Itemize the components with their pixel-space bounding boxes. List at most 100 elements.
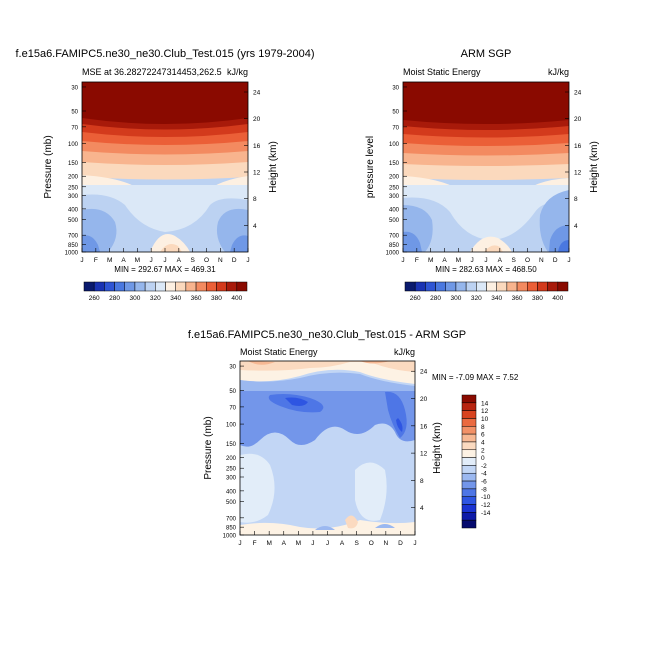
colorbar-box [461, 441, 477, 451]
panel2-right-subtitle: kJ/kg [548, 67, 569, 77]
x-tick-label: F [94, 257, 98, 264]
x-tick-label: J [80, 257, 83, 264]
y-tick-label: 400 [68, 207, 79, 213]
panel2-lowlevel-cold [403, 231, 422, 252]
colorbar-label: 260 [89, 295, 100, 302]
y-tick-label: 200 [389, 175, 400, 181]
panel2-ylabel: pressure level [365, 136, 376, 198]
colorbar-box [93, 281, 105, 292]
colorbar-label: -6 [481, 479, 487, 486]
y-tick-label: 500 [226, 500, 237, 506]
panel3-lower-light-r [355, 462, 387, 521]
panel3-title: f.e15a6.FAMIPC5.ne30_ne30.Club_Test.015 … [188, 329, 466, 341]
colorbar-box [455, 281, 467, 292]
colorbar-box [527, 281, 538, 292]
panel1-ylabel-right: Height (km) [268, 141, 279, 193]
panel1-lowlevel-cold [82, 235, 100, 252]
panel3-neg-band [240, 372, 415, 392]
panel1-colorbar: 260 280 300 320 340 360 380 400 [83, 281, 248, 302]
colorbar-label: 380 [211, 295, 222, 302]
panel3-surface-warmer [345, 515, 358, 529]
colorbar-label: 360 [512, 295, 523, 302]
panel1-band-high-dark [82, 82, 248, 128]
y-tick-label: 850 [226, 526, 237, 532]
y-tick-label: 850 [68, 243, 79, 249]
x-tick-label: N [383, 540, 388, 547]
colorbar-box [461, 433, 477, 443]
colorbar-box [547, 281, 559, 292]
height-tick-label: 4 [420, 505, 424, 512]
panel2-lowlevel-coldest-r [558, 240, 569, 252]
x-tick-label: A [498, 257, 503, 264]
panel2-band-high-dark [403, 82, 569, 128]
x-tick-label: A [121, 257, 126, 264]
x-tick-label: J [150, 257, 153, 264]
x-tick-label: S [190, 257, 195, 264]
y-tick-label: 1000 [223, 534, 237, 540]
panel3-lower-light [240, 453, 275, 523]
panel2-title: ARM SGP [461, 48, 512, 60]
y-tick-label: 150 [68, 161, 79, 167]
panel1-lowlevel-cold-r [230, 235, 248, 252]
colorbar-label: 14 [481, 400, 489, 407]
colorbar-box [461, 512, 477, 521]
x-tick-label: D [398, 540, 403, 547]
colorbar-box [206, 281, 217, 292]
colorbar-box [461, 394, 477, 404]
x-tick-label: N [539, 257, 544, 264]
y-tick-label: 150 [389, 161, 400, 167]
panel1-band-6 [82, 162, 248, 180]
height-tick-label: 16 [420, 423, 428, 430]
panel3-ylabel-right: Height (km) [432, 422, 443, 474]
panel1-minmax: MIN = 292.67 MAX = 469.31 [114, 265, 216, 274]
y-tick-label: 250 [68, 185, 79, 191]
colorbar-label: 300 [451, 295, 462, 302]
colorbar-label: 260 [410, 295, 421, 302]
panel1-band-4 [82, 141, 248, 157]
x-tick-label: M [296, 540, 301, 547]
panel3-mid-coolest [285, 397, 308, 406]
x-tick-label: M [266, 540, 271, 547]
height-tick-label: 12 [420, 451, 428, 458]
panel3-contour-fill [240, 361, 415, 535]
height-tick-label: 24 [253, 90, 261, 97]
colorbar-label: -14 [481, 510, 491, 517]
panel2-contour-fill [403, 82, 569, 252]
colorbar-box [216, 281, 227, 292]
colorbar-label: 380 [532, 295, 543, 302]
colorbar-box [461, 496, 477, 505]
height-tick-label: 20 [420, 396, 428, 403]
panel3-mid-coolest-r [396, 418, 403, 432]
colorbar-label: 400 [231, 295, 242, 302]
colorbar-box [104, 281, 115, 292]
x-tick-label: O [525, 257, 530, 264]
panel1-height-axis: 4 8 12 16 20 24 [244, 90, 261, 230]
height-tick-label: 16 [253, 143, 261, 150]
panel1-band-5 [82, 151, 248, 167]
y-tick-label: 300 [68, 194, 79, 200]
x-tick-label: M [456, 257, 461, 264]
colorbar-box [461, 504, 477, 513]
panel3-ylabel: Pressure (mb) [203, 416, 214, 479]
colorbar-box [124, 281, 136, 292]
panel1-right-subtitle: kJ/kg [227, 67, 248, 77]
x-tick-label: F [253, 540, 257, 547]
colorbar-box [461, 480, 477, 490]
x-tick-label: O [369, 540, 374, 547]
panel3-left-subtitle: Moist Static Energy [240, 347, 318, 357]
height-tick-label: 12 [574, 170, 582, 177]
colorbar-box [506, 281, 518, 292]
panel2-y-axis: 30 50 70 100 150 200 250 300 400 500 700 850 1000 [386, 85, 407, 257]
panel3-surface-cool [315, 524, 395, 530]
panel-obs: ARM SGP Moist Static Energy kJ/kg 30 50 70… [365, 48, 600, 302]
height-tick-label: 8 [574, 196, 578, 203]
panel1-contour-fill [82, 82, 248, 252]
colorbar-box [435, 281, 446, 292]
y-tick-label: 70 [392, 125, 399, 131]
colorbar-box [155, 281, 166, 292]
colorbar-box [516, 281, 528, 292]
colorbar-box [134, 281, 146, 292]
